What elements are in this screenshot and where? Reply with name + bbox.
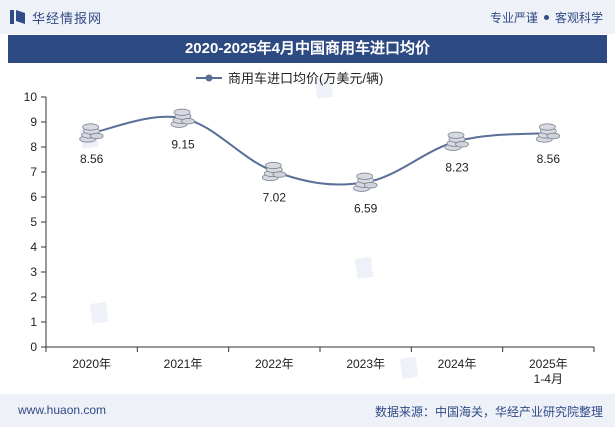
y-tick-label: 2	[30, 290, 37, 304]
marker-layer	[79, 108, 561, 192]
data-point-marker[interactable]	[353, 172, 378, 192]
data-point-marker[interactable]	[444, 131, 469, 151]
legend: 商用车进口均价(万美元/辆)	[196, 71, 383, 86]
y-tick-label: 10	[24, 90, 38, 104]
slogan-part1: 专业严谨	[489, 11, 538, 25]
data-point-marker[interactable]	[535, 123, 561, 143]
watermark-layer	[79, 76, 419, 379]
data-label: 8.23	[445, 160, 469, 174]
data-label-layer: 8.56 9.15 7.02 6.59 8.23 8.56	[80, 137, 560, 215]
top-bar: 华经情报网 专业严谨 客观科学	[0, 0, 615, 34]
y-tick-label: 3	[30, 265, 37, 279]
x-tick-label: 2023年	[346, 357, 385, 371]
y-tick-label: 9	[30, 115, 37, 129]
x-tick-label: 2021年	[164, 357, 203, 371]
x-tick-label: 2024年	[438, 357, 477, 371]
x-tick-label: 2022年	[255, 357, 294, 371]
title-bar: 2020-2025年4月中国商用车进口均价	[8, 35, 607, 63]
data-label: 9.15	[171, 137, 195, 151]
y-tick-label: 6	[30, 190, 37, 204]
footer-source: 数据来源：中国海关，华经产业研究院整理	[374, 405, 603, 419]
logo[interactable]: 华经情报网	[10, 8, 102, 26]
data-label: 8.56	[80, 152, 104, 166]
watermark	[314, 76, 334, 99]
watermark	[399, 356, 419, 379]
series-layer	[91, 115, 549, 186]
data-label: 8.56	[537, 152, 561, 166]
bullet-dot-icon	[543, 15, 549, 20]
data-point-marker[interactable]	[170, 108, 195, 128]
watermark	[354, 256, 374, 279]
data-label: 6.59	[354, 201, 378, 215]
watermark	[89, 301, 109, 324]
slogan: 专业严谨 客观科学	[490, 9, 603, 26]
footer-bar: www.huaon.com 数据来源：中国海关，华经产业研究院整理	[0, 394, 615, 427]
y-tick-label: 7	[30, 165, 37, 179]
data-point-marker[interactable]	[261, 161, 287, 182]
slogan-part2: 客观科学	[554, 11, 603, 25]
y-tick-label: 0	[30, 340, 37, 354]
series-line	[91, 115, 549, 186]
legend-label: 商用车进口均价(万美元/辆)	[228, 71, 383, 86]
logo-icon	[10, 10, 25, 24]
y-tick-label: 8	[30, 140, 37, 154]
data-label: 7.02	[263, 191, 287, 205]
chart-title: 2020-2025年4月中国商用车进口均价	[184, 40, 431, 57]
y-tick-label: 4	[30, 240, 37, 254]
y-tick-label: 5	[30, 215, 37, 229]
y-axis: 0 1 2 3 4 5 6 7 8 9 10	[24, 90, 47, 354]
footer-url[interactable]: www.huaon.com	[18, 403, 107, 417]
brand-name: 华经情报网	[32, 10, 103, 26]
legend-marker	[205, 74, 213, 82]
data-point-marker[interactable]	[79, 123, 104, 143]
x-tick-label: 2020年	[72, 357, 111, 371]
x-axis: 2020年 2021年 2022年 2023年 2024年 2025年 1-4月	[45, 346, 595, 386]
y-tick-label: 1	[30, 315, 37, 329]
watermark	[79, 126, 99, 149]
x-tick-label: 2025年 1-4月	[529, 357, 568, 386]
